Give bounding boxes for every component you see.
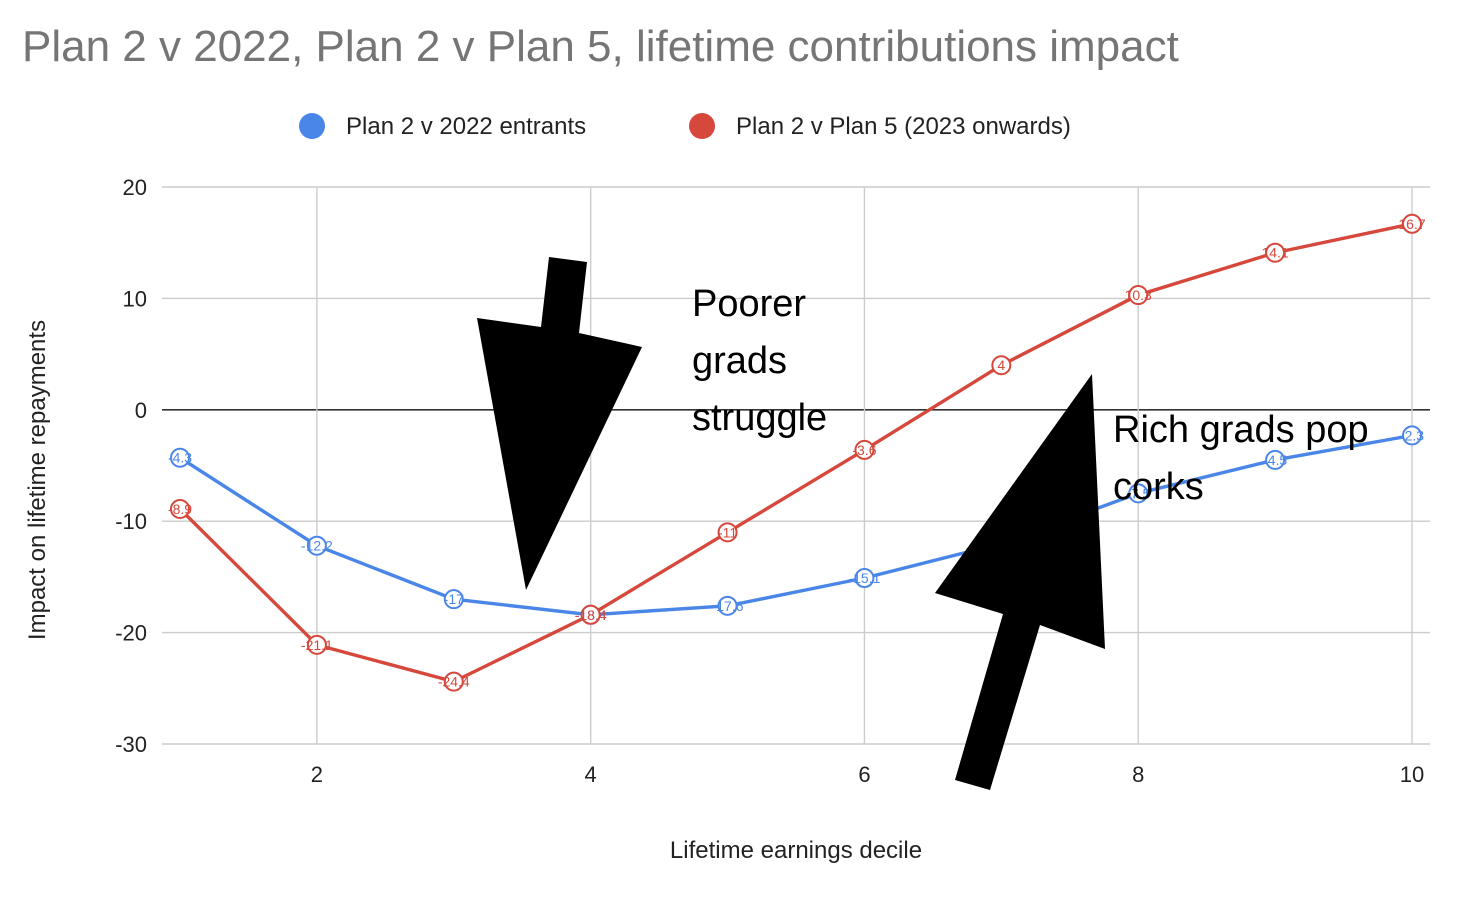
data-point xyxy=(1128,285,1149,306)
data-label: -7.5 xyxy=(1126,485,1150,501)
data-point xyxy=(443,589,464,610)
data-point xyxy=(1128,483,1149,504)
series-line xyxy=(178,433,1414,617)
legend-label: Plan 2 v Plan 5 (2023 onwards) xyxy=(736,113,1071,140)
data-point xyxy=(854,439,875,460)
down-arrow-icon xyxy=(477,257,642,590)
data-label: -17.6 xyxy=(712,598,744,614)
data-label: -4.3 xyxy=(168,450,192,466)
y-tick-label: -30 xyxy=(115,732,147,757)
data-label: 14.1 xyxy=(1261,245,1288,261)
data-point xyxy=(580,604,601,625)
series-line xyxy=(178,222,1414,684)
data-point xyxy=(306,634,327,655)
data-point xyxy=(170,498,190,519)
data-label: -18.4 xyxy=(575,607,607,623)
data-label: -2.3 xyxy=(1400,427,1424,443)
data-point xyxy=(1402,425,1422,446)
legend-label: Plan 2 v 2022 entrants xyxy=(346,113,586,140)
data-label: -24.4 xyxy=(438,674,470,690)
data-point xyxy=(1265,242,1286,263)
y-tick-label: 10 xyxy=(123,286,147,311)
x-tick-label: 2 xyxy=(311,762,323,787)
annotation-line: Poorer xyxy=(692,283,806,325)
data-label: -4.5 xyxy=(1263,452,1287,468)
data-label: -11 xyxy=(718,524,737,540)
data-label: -18.4 xyxy=(575,607,607,623)
annotation-line: grads xyxy=(692,340,787,382)
data-point xyxy=(1265,449,1286,470)
y-tick-label: -10 xyxy=(115,509,147,534)
legend-marker xyxy=(689,113,715,139)
tick-labels: -30 -20 -10 0 10 20 2 4 6 8 10 xyxy=(115,175,1424,787)
data-label: -17 xyxy=(444,591,464,607)
grid-lines xyxy=(162,186,1430,745)
data-label: -15.1 xyxy=(848,570,880,586)
data-label: -12.2 xyxy=(301,538,333,554)
chart-title: Plan 2 v 2022, Plan 2 v Plan 5, lifetime… xyxy=(22,22,1179,71)
annotation-line: Rich grads pop xyxy=(1113,409,1369,451)
data-labels: -4.3 -12.2 -17 -18.4 -17.6 -15.1 -7.5 -4.5 -2.3 -… xyxy=(168,216,1426,690)
data-label: -21.1 xyxy=(301,637,333,653)
y-axis-title: Impact on lifetime repayments xyxy=(24,320,51,640)
y-tick-label: -20 xyxy=(115,621,147,646)
y-tick-label: 0 xyxy=(135,398,147,423)
data-label: -3.6 xyxy=(852,442,876,458)
data-label: -8.9 xyxy=(168,501,192,517)
data-label: 16.7 xyxy=(1398,216,1425,232)
x-tick-label: 10 xyxy=(1400,762,1424,787)
data-point xyxy=(991,355,1012,376)
annotations: Poorer grads struggle Rich grads pop corks xyxy=(477,257,1369,790)
annotation-line: corks xyxy=(1113,466,1204,508)
data-point xyxy=(306,535,327,556)
data-point xyxy=(854,568,875,589)
x-tick-label: 4 xyxy=(585,762,597,787)
data-point xyxy=(1402,213,1422,234)
annotation-line: struggle xyxy=(692,397,827,439)
data-point xyxy=(170,447,190,468)
series-lines xyxy=(178,222,1414,684)
x-tick-label: 8 xyxy=(1132,762,1144,787)
axis-titles: Lifetime earnings decile Impact on lifeti… xyxy=(24,320,922,864)
data-point xyxy=(717,595,738,616)
data-label: 4 xyxy=(997,357,1005,373)
y-tick-label: 20 xyxy=(123,175,147,200)
data-point xyxy=(717,522,738,543)
legend: Plan 2 v 2022 entrants Plan 2 v Plan 5 (2… xyxy=(299,113,1071,140)
x-axis-title: Lifetime earnings decile xyxy=(670,837,922,864)
x-tick-label: 6 xyxy=(858,762,870,787)
up-arrow-icon xyxy=(935,374,1105,790)
data-points xyxy=(170,213,1422,692)
data-label: 10.3 xyxy=(1125,287,1152,303)
data-point xyxy=(443,671,464,692)
legend-marker xyxy=(299,113,325,139)
